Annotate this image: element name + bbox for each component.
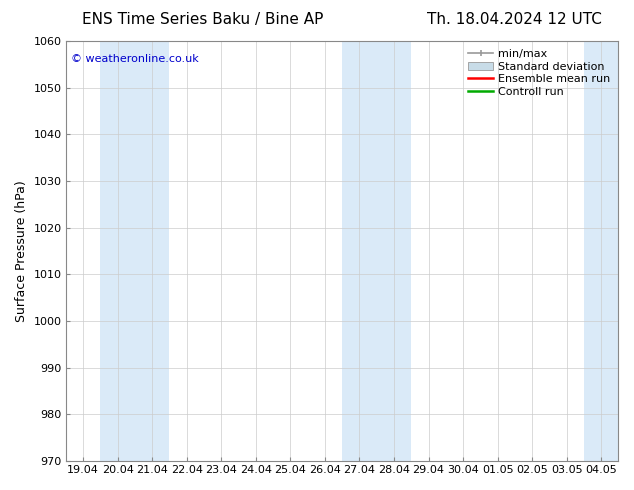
Text: Th. 18.04.2024 12 UTC: Th. 18.04.2024 12 UTC [427, 12, 602, 27]
Text: © weatheronline.co.uk: © weatheronline.co.uk [72, 53, 199, 64]
Y-axis label: Surface Pressure (hPa): Surface Pressure (hPa) [15, 180, 28, 322]
Bar [100, 41, 169, 461]
Text: ENS Time Series Baku / Bine AP: ENS Time Series Baku / Bine AP [82, 12, 324, 27]
Legend: min/max, Standard deviation, Ensemble mean run, Controll run: min/max, Standard deviation, Ensemble me… [464, 45, 615, 101]
Bar [342, 41, 411, 461]
Bar [584, 41, 619, 461]
